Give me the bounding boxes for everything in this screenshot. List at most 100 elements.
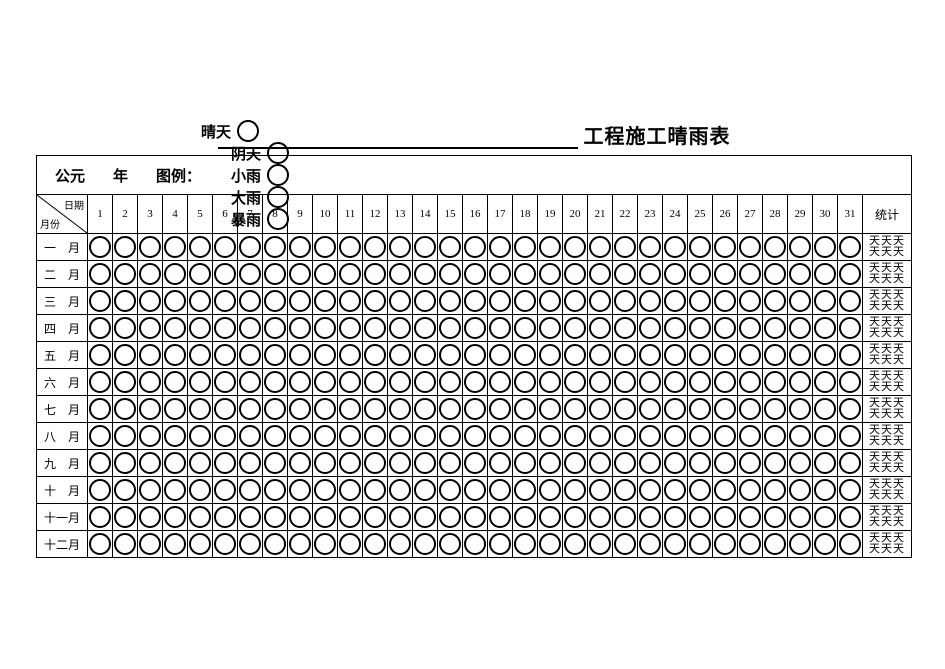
circle-icon	[614, 236, 636, 258]
day-cell	[138, 396, 163, 423]
circle-icon	[289, 506, 311, 528]
circle-icon	[564, 398, 586, 420]
circle-icon	[789, 236, 811, 258]
day-cell	[138, 531, 163, 558]
legend-item: 晴天	[201, 120, 289, 142]
circle-icon	[689, 425, 711, 447]
day-cell	[713, 369, 738, 396]
day-cell	[413, 423, 438, 450]
day-cell	[663, 234, 688, 261]
circle-icon	[664, 344, 686, 366]
circle-icon	[164, 425, 186, 447]
table-row: 二 月天天天天天天	[37, 261, 912, 288]
circle-icon	[564, 344, 586, 366]
day-cell	[363, 450, 388, 477]
circle-icon	[89, 344, 111, 366]
day-cell	[313, 423, 338, 450]
circle-icon	[139, 506, 161, 528]
day-header: 4	[163, 195, 188, 234]
day-cell	[413, 288, 438, 315]
legend-item: 暴雨	[231, 208, 289, 230]
circle-icon	[464, 290, 486, 312]
day-cell	[563, 261, 588, 288]
circle-icon	[314, 479, 336, 501]
day-cell	[238, 315, 263, 342]
day-cell	[438, 315, 463, 342]
circle-icon	[264, 479, 286, 501]
circle-icon	[714, 398, 736, 420]
stat-line: 天天天	[869, 517, 905, 528]
day-cell	[513, 288, 538, 315]
day-cell	[713, 477, 738, 504]
day-cell	[388, 450, 413, 477]
circle-icon	[539, 479, 561, 501]
day-cell	[638, 234, 663, 261]
stat-header: 统计	[863, 195, 912, 234]
circle-icon	[189, 236, 211, 258]
day-cell	[538, 423, 563, 450]
day-cell	[563, 315, 588, 342]
circle-icon	[514, 479, 536, 501]
circle-icon	[264, 236, 286, 258]
circle-icon	[589, 533, 611, 555]
day-cell	[413, 369, 438, 396]
day-cell	[463, 504, 488, 531]
day-cell	[413, 261, 438, 288]
circle-icon	[89, 425, 111, 447]
circle-icon	[839, 317, 861, 339]
stat-cell: 天天天天天天	[863, 234, 912, 261]
circle-icon	[614, 371, 636, 393]
circle-icon	[714, 344, 736, 366]
day-cell	[338, 342, 363, 369]
circle-icon	[364, 317, 386, 339]
day-cell	[788, 261, 813, 288]
circle-icon	[664, 236, 686, 258]
circle-icon	[789, 263, 811, 285]
title-row: 工程施工晴雨表	[36, 120, 912, 149]
day-cell	[263, 396, 288, 423]
circle-icon	[539, 425, 561, 447]
circle-icon	[514, 398, 536, 420]
day-cell	[388, 261, 413, 288]
day-cell	[613, 531, 638, 558]
day-cell	[588, 531, 613, 558]
circle-icon	[539, 236, 561, 258]
circle-icon	[214, 479, 236, 501]
circle-icon	[664, 398, 686, 420]
day-cell	[788, 396, 813, 423]
circle-icon	[214, 317, 236, 339]
day-cell	[538, 531, 563, 558]
day-cell	[688, 531, 713, 558]
day-cell	[663, 342, 688, 369]
circle-icon	[814, 344, 836, 366]
circle-icon	[539, 398, 561, 420]
day-cell	[313, 288, 338, 315]
stat-line: 天天天	[869, 409, 905, 420]
circle-icon	[689, 236, 711, 258]
circle-icon	[539, 452, 561, 474]
day-cell	[688, 477, 713, 504]
day-cell	[263, 531, 288, 558]
circle-icon	[289, 452, 311, 474]
circle-icon	[239, 290, 261, 312]
circle-icon	[239, 506, 261, 528]
circle-icon	[614, 263, 636, 285]
day-cell	[488, 369, 513, 396]
day-cell	[488, 450, 513, 477]
circle-icon	[639, 317, 661, 339]
circle-icon	[789, 317, 811, 339]
day-cell	[213, 315, 238, 342]
day-cell	[738, 450, 763, 477]
day-cell	[613, 396, 638, 423]
circle-icon	[789, 344, 811, 366]
circle-icon	[389, 317, 411, 339]
day-cell	[213, 504, 238, 531]
circle-icon	[764, 236, 786, 258]
circle-icon	[764, 263, 786, 285]
circle-icon	[239, 452, 261, 474]
circle-icon	[89, 398, 111, 420]
circle-icon	[439, 290, 461, 312]
circle-icon	[339, 506, 361, 528]
day-cell	[313, 342, 338, 369]
circle-icon	[689, 533, 711, 555]
